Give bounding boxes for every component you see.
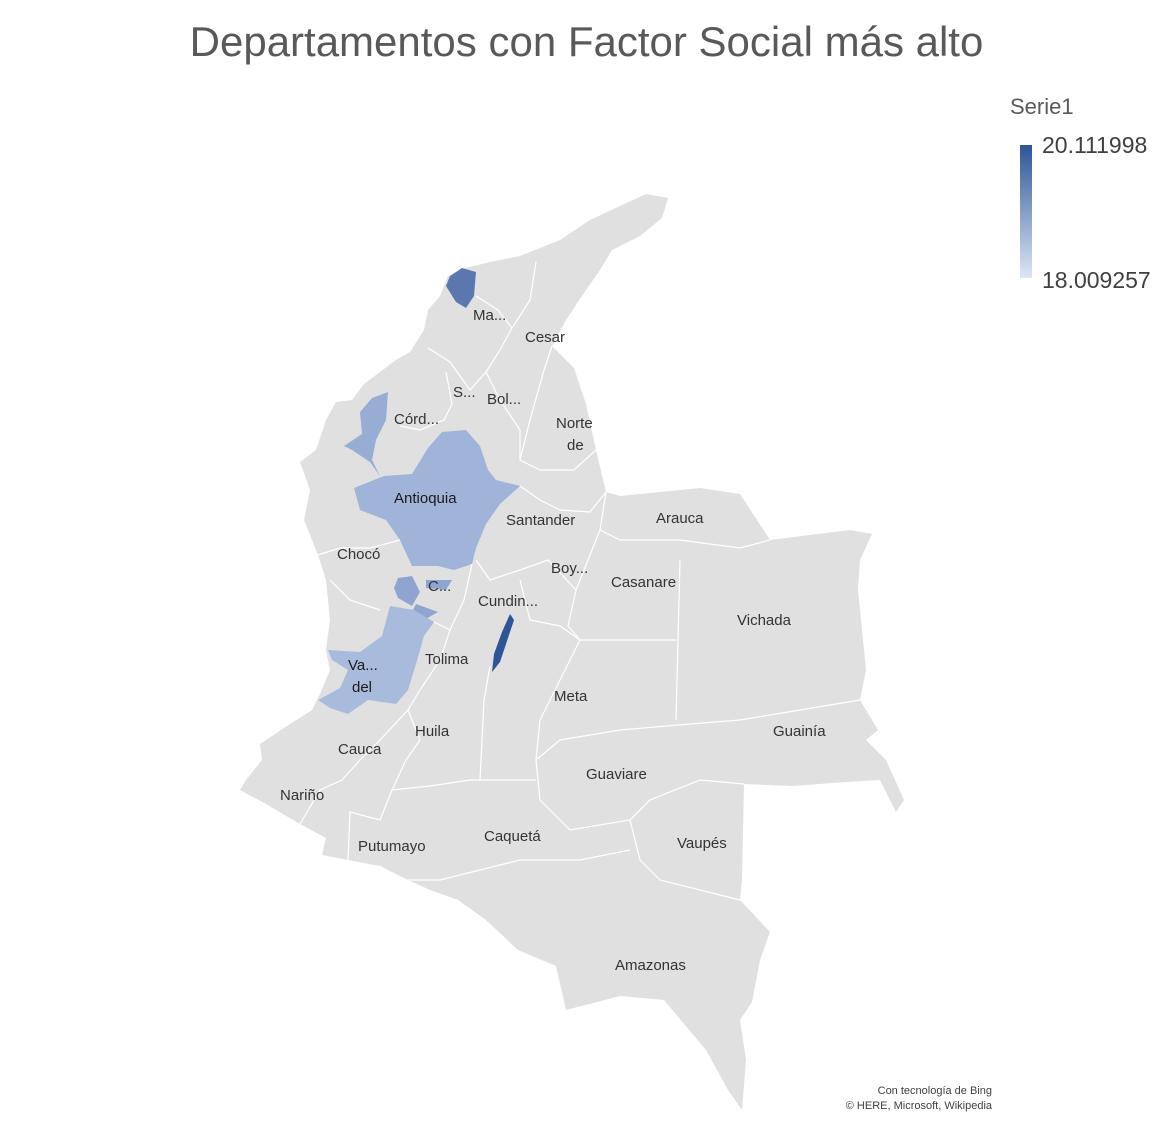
label-norte-1: Norte <box>556 415 593 432</box>
label-amazonas: Amazonas <box>615 957 686 974</box>
label-casanare: Casanare <box>611 574 676 591</box>
credit-line-2: © HERE, Microsoft, Wikipedia <box>845 1100 992 1112</box>
label-cordoba: Córd... <box>394 411 439 428</box>
label-caldas: C... <box>428 578 451 595</box>
map-credit: Con tecnología de Bing © HERE, Microsoft… <box>846 1084 992 1114</box>
label-boyaca: Boy... <box>551 560 588 577</box>
credit-line-1: Con tecnología de Bing <box>877 1085 992 1097</box>
magdalena-region[interactable] <box>446 268 476 308</box>
label-bolivar: Bol... <box>487 391 521 408</box>
cundinamarca-region[interactable] <box>492 614 514 672</box>
valle-region[interactable] <box>318 606 434 714</box>
legend-color-scale <box>1020 145 1032 278</box>
label-antioquia: Antioquia <box>394 490 457 507</box>
label-guainia: Guainía <box>773 723 826 740</box>
label-putumayo: Putumayo <box>358 838 426 855</box>
label-vichada: Vichada <box>737 612 792 629</box>
caldas-region[interactable] <box>394 576 452 620</box>
label-vaupes: Vaupés <box>677 835 727 852</box>
country-outline <box>240 194 904 1110</box>
legend-min-value: 18.009257 <box>1042 267 1151 293</box>
legend-title: Serie1 <box>1010 94 1074 119</box>
label-choco: Chocó <box>337 546 380 563</box>
label-narino: Nariño <box>280 787 324 804</box>
department-labels: Ma... Cesar S... Bol... Córd... Norte de… <box>280 307 826 974</box>
department-borders <box>299 261 861 901</box>
label-sucre: S... <box>453 384 476 401</box>
label-norte-2: de <box>567 437 584 454</box>
label-magdalena: Ma... <box>473 307 506 324</box>
label-guaviare: Guaviare <box>586 766 647 783</box>
label-santander: Santander <box>506 512 575 529</box>
label-caqueta: Caquetá <box>484 828 541 845</box>
legend-max-value: 20.111998 <box>1042 132 1148 158</box>
label-cundinamarca: Cundin... <box>478 593 538 610</box>
antioquia-region[interactable] <box>354 430 520 570</box>
label-arauca: Arauca <box>656 510 704 527</box>
label-valle-2: del <box>352 679 372 696</box>
label-meta: Meta <box>554 688 588 705</box>
label-cesar: Cesar <box>525 329 565 346</box>
label-tolima: Tolima <box>425 651 469 668</box>
label-cauca: Cauca <box>338 741 382 758</box>
cordoba-region[interactable] <box>344 392 388 476</box>
map-title: Departamentos con Factor Social más alto <box>189 18 984 65</box>
label-huila: Huila <box>415 723 450 740</box>
label-valle-1: Va... <box>348 657 378 674</box>
